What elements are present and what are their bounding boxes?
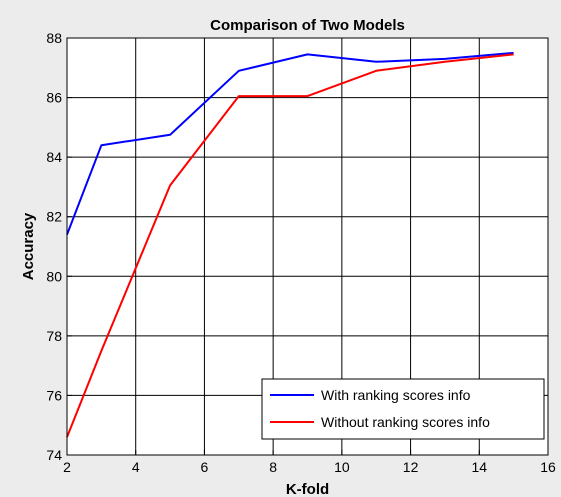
series-line-1 bbox=[66, 51, 514, 235]
x-tick-label: 4 bbox=[132, 459, 140, 475]
plot-frame bbox=[66, 37, 549, 456]
y-axis-label: Accuracy bbox=[20, 212, 37, 280]
x-tick-label: 12 bbox=[403, 459, 419, 475]
legend-label-series-1: With ranking scores info bbox=[321, 387, 471, 403]
y-tick-label: 82 bbox=[46, 209, 62, 225]
y-tick-label: 86 bbox=[46, 90, 62, 106]
x-tick-label: 8 bbox=[269, 459, 277, 475]
x-tick-label: 6 bbox=[201, 459, 209, 475]
y-tick-label: 74 bbox=[46, 447, 62, 463]
y-tick-label: 84 bbox=[46, 149, 62, 165]
x-tick-label: 14 bbox=[471, 459, 487, 475]
chart-title: Comparison of Two Models bbox=[210, 17, 405, 34]
x-tick-label: 10 bbox=[334, 459, 350, 475]
x-tick-label: 2 bbox=[63, 459, 71, 475]
x-axis-label: K-fold bbox=[286, 481, 329, 497]
axis-ticks: 2 4 6 8 10 12 14 16 74 76 78 80 82 84 86 88 bbox=[46, 30, 556, 475]
y-tick-label: 88 bbox=[46, 30, 62, 46]
series-line-2 bbox=[66, 53, 514, 438]
x-tick-label: 16 bbox=[540, 459, 556, 475]
series-layer bbox=[66, 51, 514, 438]
legend: With ranking scores info Without ranking… bbox=[261, 378, 545, 440]
y-tick-label: 78 bbox=[46, 328, 62, 344]
legend-box bbox=[261, 378, 545, 440]
y-tick-label: 76 bbox=[46, 387, 62, 403]
legend-label-series-2: Without ranking scores info bbox=[321, 414, 490, 430]
y-tick-label: 80 bbox=[46, 268, 62, 284]
